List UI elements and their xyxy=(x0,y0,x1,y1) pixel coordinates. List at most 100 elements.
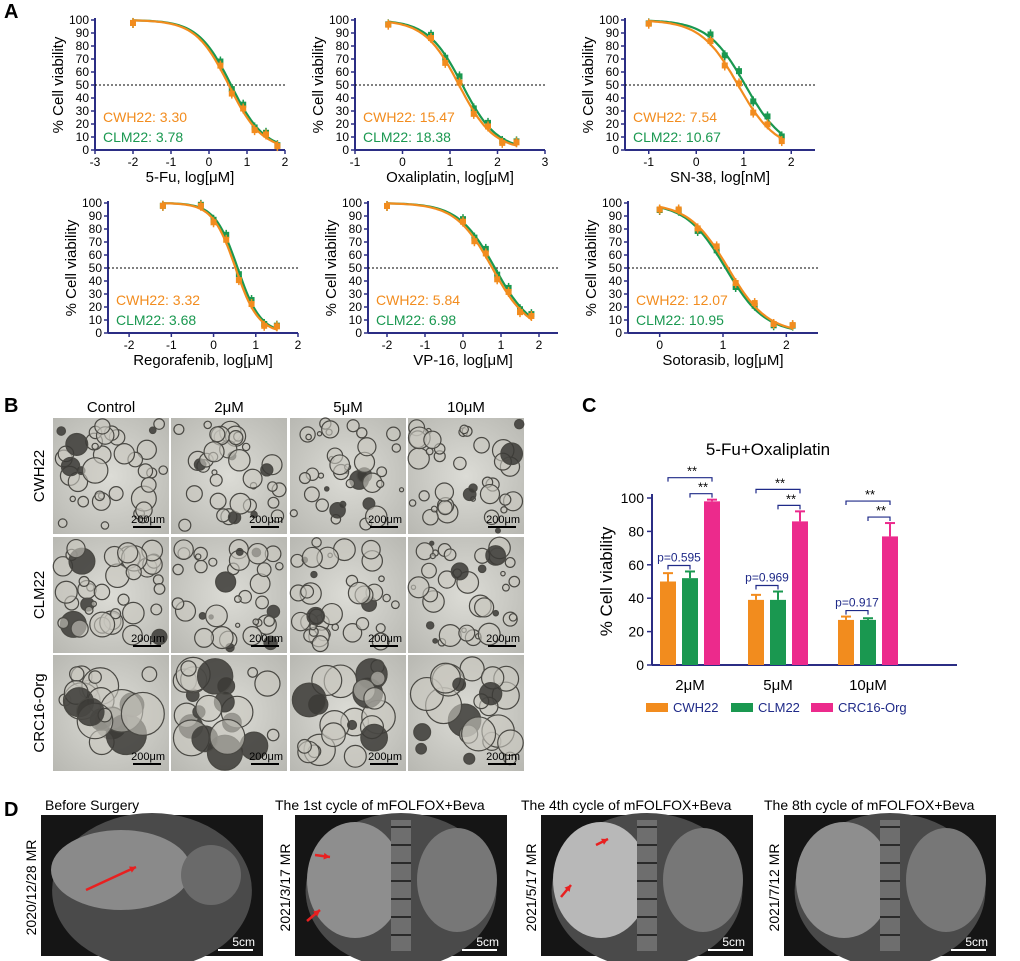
mri-scale-label: 5cm xyxy=(232,935,255,949)
panel-label-d: D xyxy=(4,799,18,821)
legend-swatch xyxy=(811,703,833,712)
organoid xyxy=(437,570,457,589)
fit-curve-cwh xyxy=(132,19,278,145)
data-point-clm xyxy=(750,98,757,105)
organoid xyxy=(390,600,400,610)
y-tick-label: 20 xyxy=(609,300,623,314)
organoid xyxy=(430,505,438,513)
y-tick-label: 80 xyxy=(76,39,90,53)
organoid xyxy=(347,581,371,605)
organoid xyxy=(376,479,385,489)
organoid xyxy=(473,436,490,454)
bar-cwh22 xyxy=(838,619,854,665)
data-point-clm xyxy=(235,271,242,278)
organoid xyxy=(56,426,67,436)
panel-label-b: B xyxy=(4,395,18,417)
y-tick-label: 10 xyxy=(609,313,623,327)
x-tick-label: 0 xyxy=(656,338,663,352)
data-point-cwh xyxy=(675,206,682,213)
organoid xyxy=(263,615,275,627)
organoid xyxy=(342,623,363,643)
scale-bar-label: 200μm xyxy=(249,514,283,526)
organoid xyxy=(463,752,476,765)
organoid xyxy=(315,498,330,512)
organoid xyxy=(173,539,194,560)
organoid xyxy=(69,495,77,503)
organoid xyxy=(423,430,442,449)
data-point-cwh xyxy=(485,123,491,130)
organoid xyxy=(141,666,158,683)
mri-title: The 8th cycle of mFOLFOX+Beva xyxy=(764,797,975,813)
organoid xyxy=(492,609,500,617)
mri-liver xyxy=(51,830,191,910)
organoid xyxy=(81,457,109,484)
x-tick-label: 2 xyxy=(783,338,790,352)
organoid xyxy=(203,420,212,430)
organoid xyxy=(298,472,311,485)
data-point-clm xyxy=(764,113,771,120)
x-tick-label: 0 xyxy=(210,338,217,352)
organoid xyxy=(78,575,90,587)
data-point-cwh xyxy=(751,300,758,307)
bar-y-tick-label: 20 xyxy=(628,624,644,640)
organoid xyxy=(100,521,110,530)
significance-bracket xyxy=(777,504,801,510)
organoid xyxy=(415,742,428,755)
row-label: CLM22 xyxy=(31,571,48,619)
y-tick-label: 0 xyxy=(355,326,362,340)
organoid xyxy=(151,628,168,646)
data-point-cwh xyxy=(778,138,785,145)
data-point-cwh xyxy=(513,139,520,146)
bar-y-tick-label: 40 xyxy=(628,590,644,606)
y-tick-label: 90 xyxy=(349,209,363,223)
organoid xyxy=(89,611,116,638)
y-tick-label: 30 xyxy=(606,104,620,118)
scale-bar-label: 200μm xyxy=(249,751,283,763)
data-point-cwh xyxy=(248,301,255,308)
significance-bracket xyxy=(689,493,713,498)
organoid xyxy=(452,677,467,692)
organoid xyxy=(256,562,272,578)
data-point-cwh xyxy=(263,131,269,138)
organoid xyxy=(407,576,430,599)
ic50-label-cwh22: CWH22: 3.32 xyxy=(116,292,200,308)
data-point-cwh xyxy=(274,143,281,150)
mri-scale-label: 5cm xyxy=(476,935,499,949)
organoid xyxy=(329,454,351,476)
y-tick-label: 100 xyxy=(602,196,622,210)
y-tick-label: 50 xyxy=(89,261,103,275)
organoid xyxy=(485,545,506,566)
significance-stars: ** xyxy=(865,487,875,502)
x-tick-label: 1 xyxy=(244,155,251,169)
y-tick-label: 10 xyxy=(606,130,620,144)
x-tick-label: -1 xyxy=(166,338,177,352)
bar-clm22 xyxy=(682,578,698,665)
x-tick-label: 2 xyxy=(282,155,289,169)
organoid xyxy=(429,552,436,560)
mri-panel-1: Before Surgery 5cm 2020/12/28 MR xyxy=(23,797,263,961)
y-tick-label: 80 xyxy=(336,39,350,53)
significance-stars: ** xyxy=(687,464,697,479)
data-point-cwh xyxy=(707,38,714,45)
mri-spleen xyxy=(663,828,743,932)
organoid xyxy=(291,682,327,718)
organoid xyxy=(249,573,271,595)
mri-date-label: 2021/5/17 MR xyxy=(523,844,539,932)
micrograph-clm22-0: 200μm xyxy=(52,537,169,653)
data-point-cwh xyxy=(770,320,777,327)
scale-bar-label: 200μm xyxy=(249,633,283,645)
organoid xyxy=(345,478,356,489)
organoid xyxy=(434,482,455,502)
mri-scale-label: 5cm xyxy=(965,935,988,949)
organoid xyxy=(266,728,280,742)
fit-curve-clm xyxy=(388,20,517,146)
organoid xyxy=(500,570,506,577)
organoid xyxy=(60,456,81,477)
organoid xyxy=(247,542,269,565)
x-axis-label: Oxaliplatin, log[μM] xyxy=(386,169,514,186)
legend-label: CLM22 xyxy=(758,700,800,715)
significance-stars: ** xyxy=(698,480,708,495)
organoid xyxy=(247,667,259,678)
red-arrow-head xyxy=(129,866,136,873)
